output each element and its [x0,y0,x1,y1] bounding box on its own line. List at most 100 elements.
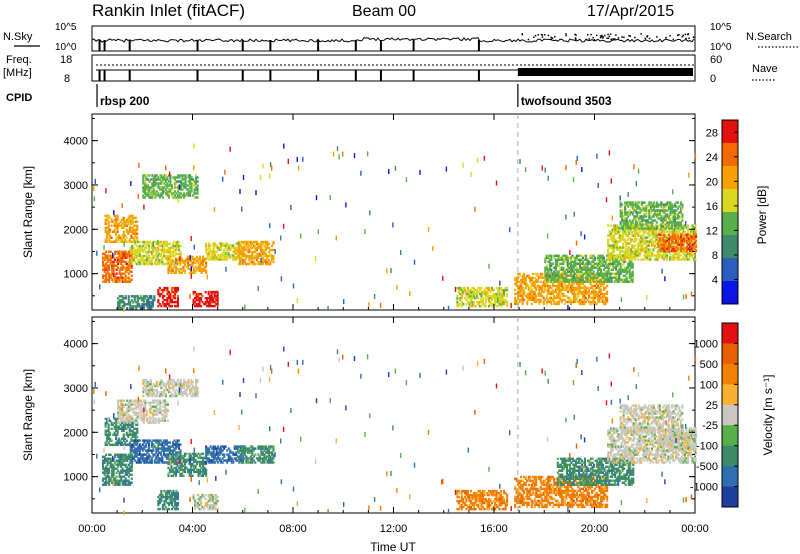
heatmap-cell [177,262,180,266]
heatmap-cell [148,305,151,308]
heatmap-cell [150,457,153,460]
heatmap-cell [118,471,121,474]
heatmap-cell [580,276,583,279]
heatmap-cell [194,290,197,294]
heatmap-cell [113,278,115,283]
heatmap-cell [614,254,617,257]
heatmap-cell [193,271,196,274]
heatmap-cell [138,439,141,442]
heatmap-cell [136,305,139,308]
heatmap-cell [107,437,110,440]
heatmap-cell [481,302,484,306]
heatmap-cell [572,260,575,263]
heatmap-cell [210,298,213,302]
heatmap-cell [611,234,614,237]
heatmap-cell [622,260,625,263]
heatmap-cell [159,451,162,454]
heatmap-cell [138,461,141,464]
heatmap-cell [550,262,553,265]
heatmap-cell [168,269,171,272]
heatmap-cell [137,461,140,464]
heatmap-cell [133,216,136,220]
heatmap-cell [634,205,637,208]
heatmap-cell [136,228,139,231]
heatmap-cell [597,262,600,265]
heatmap-cell [610,276,613,279]
heatmap-cell [682,256,685,259]
heatmap-cell [167,250,170,254]
heatmap-cell [297,165,300,171]
heatmap-cell [248,244,251,248]
heatmap-cell [126,465,129,468]
heatmap-cell [161,246,164,250]
heatmap-cell [155,455,158,458]
heatmap-cell [607,264,610,267]
heatmap-cell [613,224,616,227]
heatmap-cell [471,300,474,304]
heatmap-cell [258,262,261,266]
heatmap-cell [606,298,609,302]
heatmap-cell [616,244,619,247]
heatmap-cell [624,219,627,222]
heatmap-cell [255,256,258,260]
heatmap-cell [117,280,120,283]
heatmap-cell [614,228,617,231]
heatmap-cell [646,250,649,253]
heatmap-cell [180,257,183,261]
heatmap-cell [591,274,594,277]
heatmap-cell [580,286,583,290]
heatmap-cell [581,260,584,263]
heatmap-cell [200,271,203,274]
heatmap-cell [198,292,201,296]
nave-tick-bottom: 0 [710,73,716,85]
heatmap-cell [586,298,589,302]
heatmap-cell [158,262,161,266]
heatmap-cell [663,205,666,208]
heatmap-cell [591,296,594,300]
heatmap-cell [131,435,134,438]
heatmap-cell [601,260,604,263]
heatmap-cell [109,437,112,440]
heatmap-cell [667,239,670,242]
heatmap-cell [128,226,131,229]
heatmap-cell [550,278,553,281]
heatmap-cell [662,230,665,233]
heatmap-cell [687,228,690,231]
heatmap-cell [597,268,600,271]
heatmap-cell [114,477,117,480]
heatmap-cell [216,294,219,298]
heatmap-cell [117,481,120,484]
heatmap-cell [678,217,681,220]
heatmap-cell [136,429,139,432]
heatmap-cell [202,257,205,261]
heatmap-cell [500,292,503,296]
heatmap-cell [571,260,574,263]
heatmap-cell [116,439,119,442]
heatmap-cell [161,300,164,304]
heatmap-cell [176,174,179,177]
heatmap-cell [488,304,491,308]
heatmap-cell [164,240,167,244]
heatmap-cell [111,469,114,472]
heatmap-cell [585,276,588,279]
heatmap-cell [575,276,578,280]
heatmap-cell [459,286,462,290]
heatmap-cell [685,256,688,259]
heatmap-cell [163,178,166,181]
heatmap-cell [695,233,698,236]
heatmap-cell [176,288,179,292]
heatmap-cell [141,305,144,308]
heatmap-cell [583,292,586,296]
heatmap-cell [122,234,125,237]
heatmap-cell [114,481,117,484]
heatmap-cell [115,481,118,484]
heatmap-cell [607,234,610,237]
heatmap-cell [156,459,159,462]
heatmap-cell [625,270,628,273]
heatmap-cell [693,254,696,257]
heatmap-cell [220,244,223,247]
heatmap-cell [667,230,670,233]
heatmap-cell [159,260,162,264]
heatmap-cell [179,188,182,191]
heatmap-cell [630,272,633,275]
